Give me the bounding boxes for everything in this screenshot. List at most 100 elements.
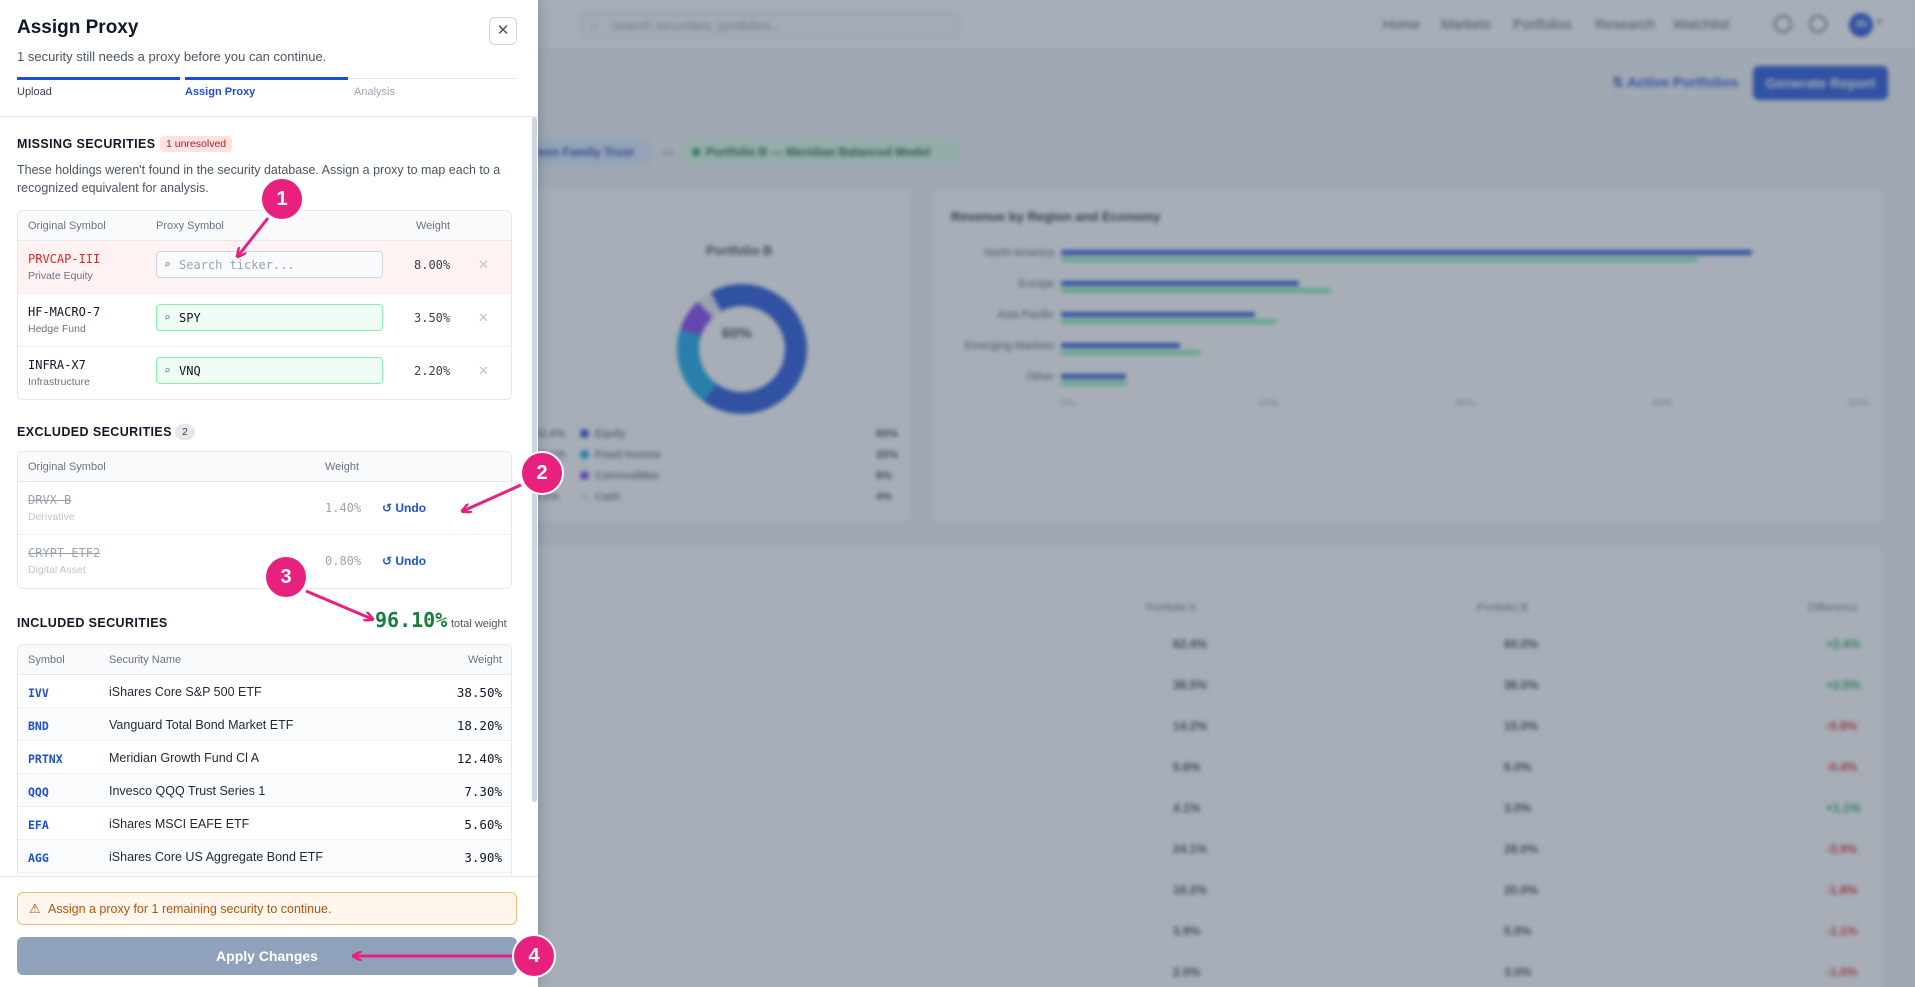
nav-portfolios[interactable]: Portfolios — [1513, 16, 1572, 32]
table-cell-a: 4.1% — [1173, 801, 1201, 815]
weight-value: 3.50% — [414, 311, 451, 325]
table-cell-b: 60.0% — [1504, 637, 1539, 651]
nav-watchlist[interactable]: Watchlist — [1673, 16, 1730, 32]
legend-label: Commodities — [595, 470, 660, 482]
legend-item: Fixed Income — [580, 449, 661, 461]
security-symbol: PRTNX — [28, 752, 63, 766]
table-cell-a: 62.4% — [1173, 637, 1208, 651]
security-name: iShares Core S&P 500 ETF — [109, 685, 262, 699]
table-cell-a: 3.9% — [1173, 924, 1201, 938]
nav-research[interactable]: Research — [1595, 16, 1655, 32]
proxy-search-input[interactable]: ⌕ SPY — [156, 304, 383, 331]
avatar[interactable]: JD — [1849, 13, 1873, 37]
generate-report-button[interactable]: Generate Report — [1753, 66, 1888, 100]
col-portfolio-a: Portfolio A — [1146, 602, 1197, 614]
table-cell-diff: -1.8% — [1826, 883, 1858, 897]
nav-markets[interactable]: Markets — [1441, 16, 1491, 32]
missing-row: PRVCAP-III Private Equity ⌕ Search ticke… — [18, 241, 511, 294]
undo-button[interactable]: ↺ Undo — [382, 501, 427, 515]
security-weight: 5.60% — [464, 817, 502, 832]
missing-table-header: Original Symbol Proxy Symbol Weight — [18, 211, 511, 241]
col-weight: Weight — [416, 220, 451, 232]
table-row: AGG iShares Core US Aggregate Bond ETF 3… — [18, 840, 511, 873]
security-weight: 7.30% — [464, 784, 502, 799]
search-icon: ⌕ — [164, 364, 171, 377]
security-symbol: QQQ — [28, 785, 49, 799]
legend-swatch — [580, 492, 589, 501]
bell-icon[interactable] — [1774, 15, 1792, 33]
status-dot — [692, 148, 700, 156]
col-portfolio-b: Portfolio B — [1477, 602, 1528, 614]
excluded-table: Original Symbol Weight DRVX-B Derivative… — [17, 451, 512, 589]
annotation-badge-4: 4 — [512, 934, 556, 978]
col-weight: Weight — [467, 654, 502, 666]
close-icon: ✕ — [496, 22, 510, 39]
table-cell-diff: -1.1% — [1826, 924, 1858, 938]
col-weight: Weight — [325, 461, 360, 473]
proxy-value: VNQ — [179, 364, 201, 378]
table-cell-a: 14.2% — [1173, 719, 1208, 733]
legend-value-b: 8% — [876, 470, 892, 482]
global-search-placeholder: Search securities, portfolios... — [611, 18, 782, 33]
drawer-subtitle: 1 security still needs a proxy before yo… — [17, 49, 327, 64]
table-cell-b: 6.0% — [1504, 760, 1532, 774]
table-cell-a: 2.0% — [1173, 965, 1201, 979]
search-icon: ⌕ — [164, 258, 171, 271]
close-button[interactable]: ✕ — [489, 17, 517, 45]
weight-value: 0.80% — [325, 554, 362, 568]
portfolio-b-chip[interactable]: Portfolio B — Meridian Balanced Model — [682, 139, 960, 165]
region-label: North America — [984, 247, 1054, 259]
revenue-bar-b — [1061, 257, 1699, 262]
active-portfolios-link[interactable]: ⇅ Active Portfolios — [1612, 74, 1739, 90]
revenue-bar-a — [1061, 312, 1256, 317]
unresolved-badge: 1 unresolved — [160, 136, 233, 152]
included-table: Symbol Security Name Weight IVV iShares … — [17, 644, 512, 894]
exclude-icon[interactable]: ✕ — [478, 310, 489, 325]
col-symbol: Symbol — [28, 654, 65, 666]
header-divider — [0, 116, 538, 117]
proxy-search-input[interactable]: ⌕ Search ticker... — [156, 251, 383, 278]
table-cell-a: 24.1% — [1173, 842, 1208, 856]
total-weight-value: 96.10% — [375, 608, 448, 632]
axis-tick-label: 40% — [1652, 398, 1673, 409]
legend-value-b: 20% — [876, 449, 899, 461]
portfolio-a-chip[interactable]: rison Family Trust — [520, 139, 652, 165]
search-icon: ⌕ — [164, 311, 171, 324]
table-cell-b: 3.0% — [1504, 801, 1532, 815]
proxy-search-input[interactable]: ⌕ VNQ — [156, 357, 383, 384]
region-label: Asia Pacific — [997, 309, 1054, 321]
step-upload[interactable]: Upload — [17, 86, 52, 98]
undo-button[interactable]: ↺ Undo — [382, 554, 427, 568]
exclude-icon[interactable]: ✕ — [478, 363, 489, 378]
table-cell-a: 18.2% — [1173, 883, 1208, 897]
security-category: Hedge Fund — [28, 323, 86, 335]
table-cell-diff: -0.8% — [1826, 719, 1858, 733]
security-name: Invesco QQQ Trust Series 1 — [109, 784, 266, 798]
global-search-input[interactable]: ⌕ Search securities, portfolios... — [580, 12, 960, 38]
step-assign-proxy[interactable]: Assign Proxy — [185, 86, 256, 98]
table-cell-b: 15.0% — [1504, 719, 1539, 733]
table-cell-a: 5.6% — [1173, 760, 1201, 774]
revenue-bar-a — [1061, 281, 1299, 286]
table-cell-b: 36.0% — [1504, 678, 1539, 692]
axis-tick-label: 0% — [1061, 398, 1076, 409]
nav-home[interactable]: Home — [1383, 16, 1421, 32]
missing-row: HF-MACRO-7 Hedge Fund ⌕ SPY 3.50% ✕ — [18, 294, 511, 347]
active-portfolios-label: Active Portfolios — [1627, 74, 1739, 90]
original-symbol: DRVX-B — [28, 493, 72, 507]
chevron-down-icon[interactable]: ▾ — [1877, 17, 1883, 28]
exclude-icon[interactable]: ✕ — [478, 257, 489, 272]
original-symbol: PRVCAP-III — [28, 252, 101, 266]
annotation-badge-2: 2 — [520, 451, 564, 495]
table-cell-diff: +2.5% — [1826, 678, 1861, 692]
annotation-badge-3: 3 — [264, 555, 308, 599]
gear-icon[interactable] — [1809, 15, 1827, 33]
security-symbol: BND — [28, 719, 49, 733]
table-cell-b: 3.0% — [1504, 965, 1532, 979]
excluded-table-header: Original Symbol Weight — [18, 452, 511, 482]
search-icon: ⌕ — [591, 18, 599, 33]
allocation-donut — [677, 284, 807, 414]
apply-changes-button[interactable]: Apply Changes — [17, 937, 517, 975]
legend-label: Cash — [595, 491, 621, 503]
legend-item: Equity — [580, 428, 626, 440]
